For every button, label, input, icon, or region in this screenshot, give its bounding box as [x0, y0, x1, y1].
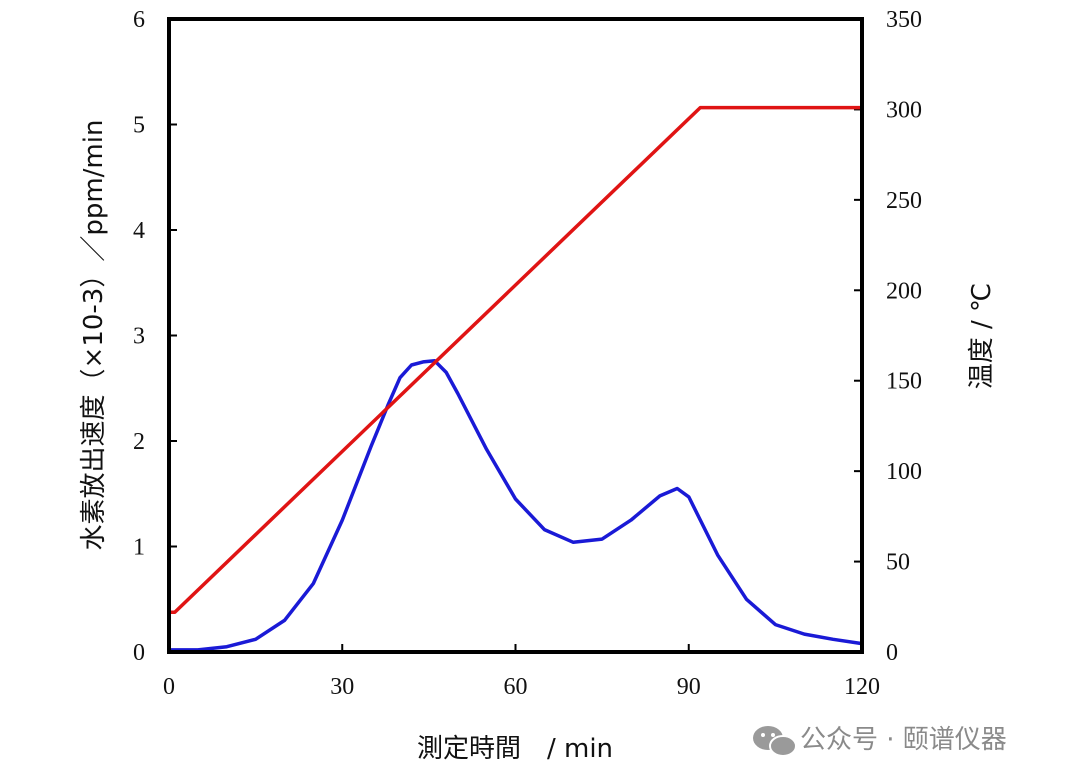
watermark: 公众号 · 颐谱仪器: [753, 725, 1007, 757]
x-tick-label: 120: [844, 674, 880, 700]
x-tick-label: 0: [163, 674, 175, 700]
y-left-tick-label: 2: [133, 429, 145, 455]
x-tick-label: 90: [677, 674, 701, 700]
temperature-line: [167, 105, 864, 614]
x-tick-label: 60: [504, 674, 528, 700]
y-right-tick-label: 100: [886, 459, 922, 485]
y-left-tick-label: 0: [133, 640, 145, 666]
y-left-tick-label: 3: [133, 324, 145, 350]
y-left-tick-label: 1: [133, 535, 145, 561]
y-right-tick-label: 300: [886, 97, 922, 123]
y-left-tick-label: 4: [133, 218, 145, 244]
y-axis-title-left: 水素放出速度（×10-3）／ppm/min: [79, 120, 109, 551]
plot-frame: [167, 17, 864, 654]
y-right-tick-label: 200: [886, 278, 922, 304]
watermark-text: 公众号 · 颐谱仪器: [800, 725, 1007, 755]
y-right-tick-label: 150: [886, 369, 922, 395]
y-right-tick-label: 0: [886, 640, 898, 666]
wechat-icon: [753, 726, 797, 757]
y-right-tick-label: 350: [886, 7, 922, 33]
hydrogen-release-line: [167, 359, 864, 652]
y-left-tick-label: 5: [133, 113, 145, 139]
x-axis-title: 測定時間 / min: [417, 734, 613, 764]
series-layer: [167, 105, 864, 652]
y-right-tick-label: 250: [886, 188, 922, 214]
y-left-tick-label: 6: [133, 7, 145, 33]
x-tick-label: 30: [330, 674, 354, 700]
y-axis-title-right: 温度 / ℃: [967, 283, 997, 390]
y-right-tick-label: 50: [886, 550, 910, 576]
